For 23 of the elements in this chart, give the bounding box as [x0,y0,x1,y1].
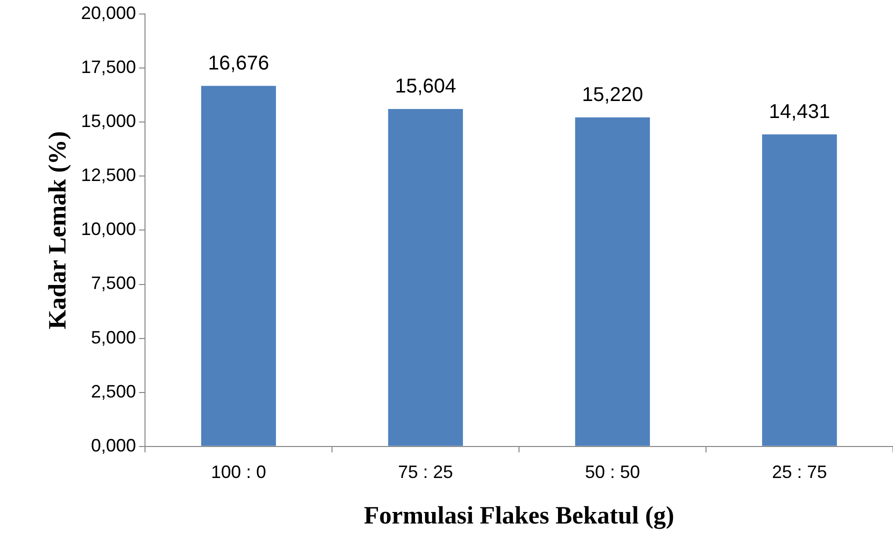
data-label: 14,431 [768,100,830,123]
bar [388,109,463,446]
data-label: 15,604 [394,76,456,98]
y-tick-label: 12,500 [80,165,136,186]
y-tick-label: 10,000 [80,219,136,240]
x-tick-label: 25 : 75 [772,462,828,482]
x-axis-title: Formulasi Flakes Bekatul (g) [364,502,674,530]
x-tick-label: 100 : 0 [211,462,266,482]
data-label: 16,676 [208,52,270,74]
y-tick-label: 7,500 [91,273,136,294]
y-axis-title: Kadar Lemak (%) [44,131,72,330]
bar [201,86,276,446]
y-tick-label: 20,000 [80,2,136,23]
y-tick-label: 0,000 [91,435,136,456]
bar [575,117,650,446]
y-tick-label: 2,500 [91,381,136,402]
y-tick-label: 5,000 [91,327,136,348]
data-label: 15,220 [582,84,644,106]
bar [762,134,837,446]
x-tick-label: 50 : 50 [584,462,640,482]
y-tick-label: 15,000 [80,111,136,132]
x-tick-label: 75 : 25 [398,462,454,482]
y-tick-label: 17,500 [80,57,136,78]
